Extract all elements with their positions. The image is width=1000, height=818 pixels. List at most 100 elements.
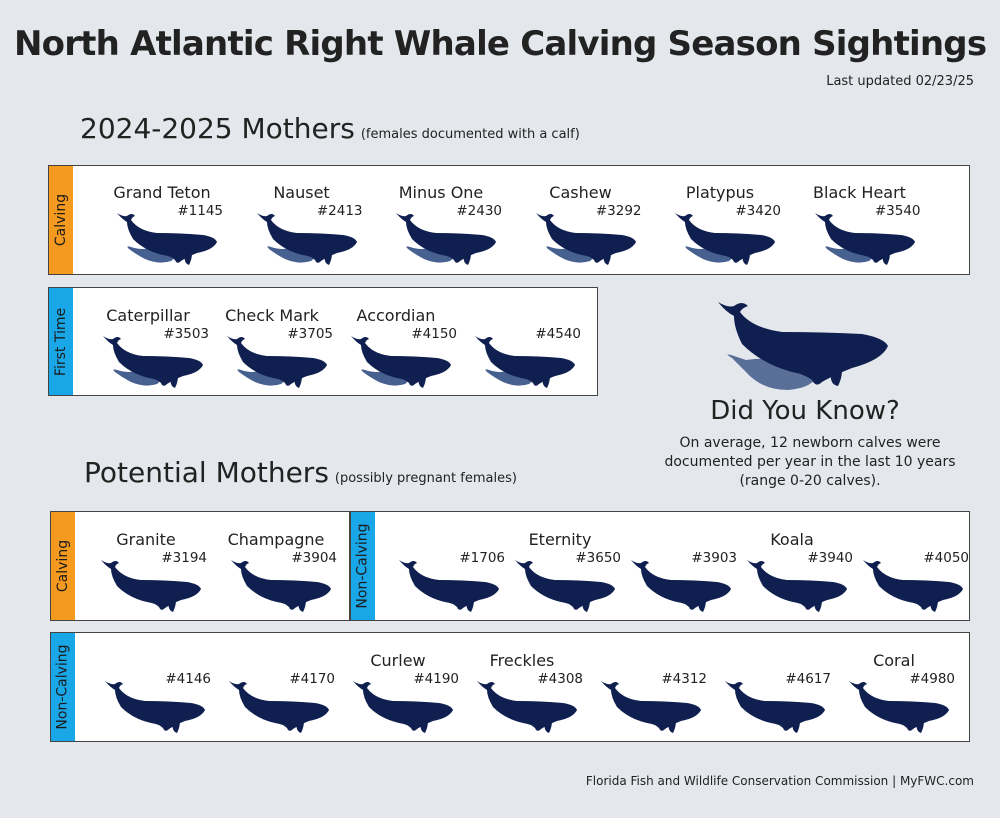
whale-name: Cashew (549, 183, 612, 202)
flipper-icon (466, 600, 474, 612)
flipper-icon (603, 253, 611, 265)
whale-entry: #1706 (389, 530, 509, 620)
potential-title: Potential Mothers (84, 456, 329, 489)
page-title: North Atlantic Right Whale Calving Seaso… (14, 24, 987, 64)
whale-name: Eternity (528, 530, 592, 549)
potential-non-calving-top-panel: Non-Calving #1706 Eternity #3650 #3903 Koala… (350, 511, 970, 621)
whale-id: #4312 (661, 671, 707, 687)
flipper-icon (324, 253, 332, 265)
whale-icon (353, 681, 453, 733)
whale-name: Granite (116, 530, 176, 549)
whale-name: Champagne (227, 530, 325, 549)
mother-whale-icon (231, 560, 331, 610)
potential-non-calving-bottom-panel: Non-Calving #4146 #4170 Curlew #4190 Freckle… (50, 632, 970, 742)
flipper-icon (184, 253, 192, 265)
whale-icon (515, 560, 615, 612)
mother-whale-icon (477, 681, 577, 731)
whale-icon (399, 560, 499, 612)
whale-id: #4980 (909, 671, 955, 687)
calving-tag: Calving (49, 166, 73, 274)
flipper-icon (542, 376, 550, 388)
whale-id: #3194 (161, 550, 207, 566)
whale-id: #1706 (459, 550, 505, 566)
whale-entry: #4617 (715, 651, 835, 741)
whale-id: #3292 (595, 203, 642, 219)
whale-entry: Platypus #3420 (665, 183, 785, 273)
whale-entry: Eternity #3650 (505, 530, 625, 620)
mothers-calving-panel: Calving Grand Teton #1145 Nauset #2413 Minus… (48, 165, 970, 275)
mothers-first-time-panel: First Time Caterpillar #3503 Check Mark #37… (48, 287, 598, 396)
flipper-icon (544, 721, 552, 733)
mother-whale-icon (353, 681, 453, 731)
whale-entry: Nauset #2413 (247, 183, 367, 273)
whale-id: #4190 (413, 671, 459, 687)
mother-whale-icon (227, 336, 327, 386)
mothers-subtitle: (females documented with a calf) (360, 127, 580, 142)
whale-name: Caterpillar (106, 306, 190, 325)
whale-entry: Freckles #4308 (467, 651, 587, 741)
whale-entry: #4540 (465, 306, 585, 396)
whale-name: Freckles (489, 651, 555, 670)
whale-icon (601, 681, 701, 733)
flipper-icon (298, 600, 306, 612)
mother-whale-icon (814, 213, 915, 263)
whale-icon (231, 560, 331, 612)
whale-id: #1145 (177, 203, 223, 219)
mother-whale-icon (396, 213, 496, 263)
mother-whale-icon (849, 681, 949, 731)
mother-whale-icon (256, 213, 357, 263)
whale-name: Nauset (273, 183, 330, 202)
mother-calf-whale-icon (256, 213, 357, 265)
flipper-icon (296, 721, 304, 733)
mother-calf-whale-icon (351, 336, 451, 388)
whale-icon (849, 681, 949, 733)
first-time-tag-label: First Time (53, 307, 69, 376)
whale-entry: Curlew #4190 (343, 651, 463, 741)
whale-id: #3650 (575, 550, 621, 566)
potential-calving-tag: Calving (51, 512, 75, 620)
potential-subtitle: (possibly pregnant females) (334, 471, 517, 486)
whale-entry: Champagne #3904 (221, 530, 341, 620)
mother-calf-whale-icon (535, 213, 636, 265)
whale-entry: Koala #3940 (737, 530, 857, 620)
mother-whale-icon (105, 681, 205, 731)
mother-whale-icon (601, 681, 701, 731)
whale-id: #4050 (923, 550, 969, 566)
whale-icon (863, 560, 963, 612)
non-calving-top-tag-label: Non-Calving (355, 523, 371, 609)
whale-entry: Accordian #4150 (341, 306, 461, 396)
whale-entry: Coral #4980 (839, 651, 959, 741)
flipper-icon (418, 376, 426, 388)
calving-tag-label: Calving (53, 193, 69, 247)
mother-calf-whale-illustration (718, 302, 888, 390)
whale-entry: Caterpillar #3503 (93, 306, 213, 396)
whale-id: #4170 (289, 671, 335, 687)
potential-calving-tag-label: Calving (55, 539, 71, 593)
mother-whale-icon (475, 336, 575, 386)
mother-calf-whale-icon (675, 213, 775, 265)
mother-calf-whale-icon (396, 213, 496, 265)
non-calving-top-tag: Non-Calving (351, 512, 375, 620)
mother-whale-icon (229, 681, 329, 731)
flipper-icon (294, 376, 302, 388)
mother-calf-whale-icon (475, 336, 575, 388)
non-calving-bottom-tag: Non-Calving (51, 633, 75, 741)
whale-icon (747, 560, 847, 612)
flipper-icon (814, 600, 822, 612)
flipper-icon (582, 600, 590, 612)
flipper-icon (742, 253, 750, 265)
last-updated: Last updated 02/23/25 (826, 74, 974, 89)
whale-id: #4540 (535, 326, 581, 342)
whale-id: #4146 (165, 671, 211, 687)
whale-id: #2413 (316, 203, 363, 219)
mother-calf-whale-icon (814, 213, 915, 265)
non-calving-bottom-tag-label: Non-Calving (55, 644, 71, 730)
whale-name: Black Heart (813, 183, 906, 202)
flipper-icon (882, 253, 890, 265)
whale-id: #3705 (287, 326, 333, 342)
mother-whale-icon (117, 213, 217, 263)
flipper-icon (172, 721, 180, 733)
mother-whale-icon (351, 336, 451, 386)
whale-entry: #4146 (95, 651, 215, 741)
mother-calf-whale-icon (117, 213, 217, 265)
